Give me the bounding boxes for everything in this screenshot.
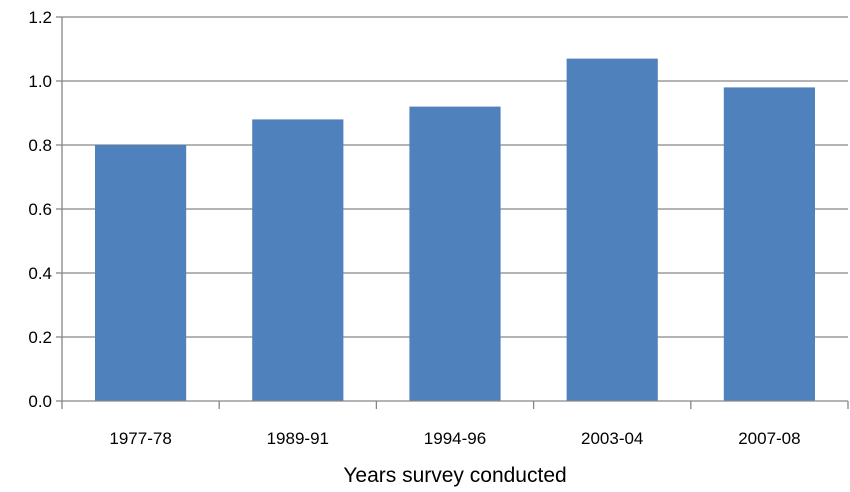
x-tick-label: 1977-78 xyxy=(109,429,171,448)
x-tick-label: 2003-04 xyxy=(581,429,643,448)
y-tick-label: 1.2 xyxy=(28,8,52,27)
x-axis-tick-labels: 1977-78 1989-91 1994-96 2003-04 2007-08 xyxy=(109,429,800,448)
bar-2003-04 xyxy=(566,58,658,401)
x-tick-label: 1989-91 xyxy=(267,429,329,448)
y-tick-label: 0.6 xyxy=(28,200,52,219)
axes xyxy=(56,16,849,409)
y-tick-label: 1.0 xyxy=(28,72,52,91)
y-tick-label: 0.4 xyxy=(28,264,52,283)
x-axis-title: Years survey conducted xyxy=(343,464,566,487)
bars xyxy=(95,58,815,402)
bar-2007-08 xyxy=(723,87,815,402)
y-tick-label: 0.8 xyxy=(28,136,52,155)
y-tick-label: 0.0 xyxy=(28,392,52,411)
x-tick-label: 1994-96 xyxy=(424,429,486,448)
bar-1989-91 xyxy=(252,119,344,402)
y-tick-label: 0.2 xyxy=(28,328,52,347)
bar-1977-78 xyxy=(95,145,187,401)
y-axis-tick-labels: 0.0 0.2 0.4 0.6 0.8 1.0 1.2 xyxy=(28,8,52,411)
bar-1994-96 xyxy=(409,106,501,401)
x-tick-label: 2007-08 xyxy=(738,429,800,448)
